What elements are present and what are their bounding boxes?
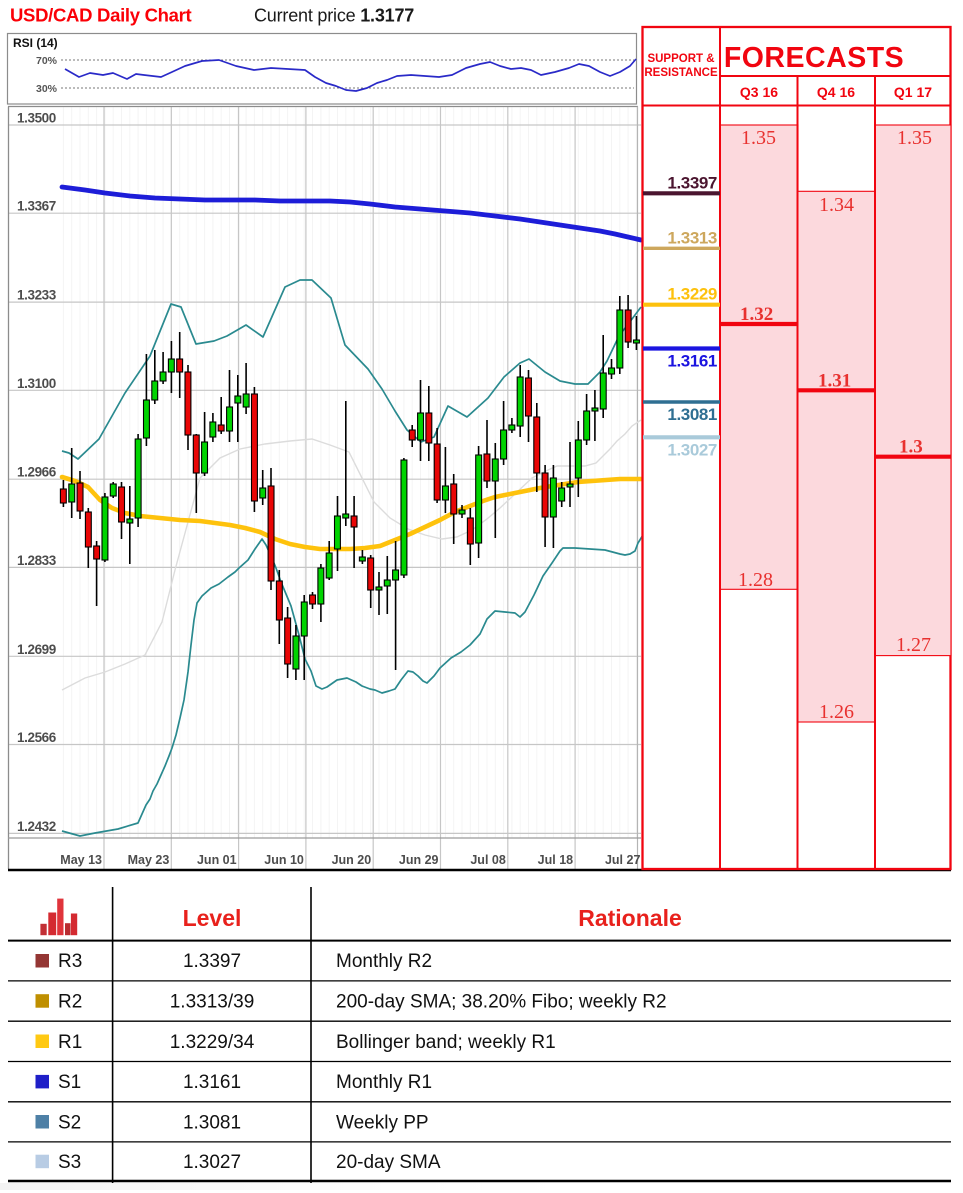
svg-text:Rationale: Rationale [578, 905, 682, 931]
svg-text:1.2833: 1.2833 [17, 553, 57, 568]
svg-text:1.26: 1.26 [819, 701, 854, 723]
svg-text:R2: R2 [58, 992, 82, 1013]
svg-text:Weekly PP: Weekly PP [336, 1112, 429, 1133]
svg-text:1.3233: 1.3233 [17, 288, 57, 303]
svg-text:1.27: 1.27 [896, 634, 931, 656]
svg-text:RSI (14): RSI (14) [13, 36, 58, 50]
svg-text:1.3229: 1.3229 [667, 285, 717, 304]
svg-text:1.3367: 1.3367 [17, 199, 56, 214]
svg-text:May 13: May 13 [60, 853, 102, 867]
svg-text:1.28: 1.28 [738, 569, 773, 591]
svg-text:1.3161: 1.3161 [667, 352, 717, 371]
svg-text:Q1 17: Q1 17 [894, 84, 932, 100]
svg-text:70%: 70% [36, 55, 58, 67]
svg-text:1.32: 1.32 [740, 304, 773, 325]
svg-text:1.3027: 1.3027 [183, 1152, 241, 1173]
svg-text:Bollinger band; weekly R1: Bollinger band; weekly R1 [336, 1032, 556, 1053]
svg-text:Q3 16: Q3 16 [740, 84, 778, 100]
svg-text:R3: R3 [58, 951, 82, 972]
svg-text:USD/CAD Daily Chart: USD/CAD Daily Chart [10, 5, 192, 26]
svg-text:S3: S3 [58, 1152, 81, 1173]
svg-text:Jul 27: Jul 27 [605, 853, 640, 867]
svg-text:30%: 30% [36, 83, 58, 95]
svg-text:Monthly R2: Monthly R2 [336, 951, 432, 972]
svg-text:1.2699: 1.2699 [17, 642, 56, 657]
svg-text:200-day SMA; 38.20% Fibo; week: 200-day SMA; 38.20% Fibo; weekly R2 [336, 992, 667, 1013]
svg-text:1.3313/39: 1.3313/39 [170, 992, 255, 1013]
svg-text:S1: S1 [58, 1072, 81, 1093]
svg-text:1.3027: 1.3027 [667, 440, 717, 459]
svg-text:1.3229/34: 1.3229/34 [170, 1032, 255, 1053]
svg-text:FORECASTS: FORECASTS [724, 42, 904, 74]
svg-text:1.2966: 1.2966 [17, 465, 57, 480]
svg-text:1.3500: 1.3500 [17, 111, 56, 126]
svg-text:1.3313: 1.3313 [667, 228, 717, 247]
svg-text:1.3161: 1.3161 [183, 1072, 241, 1093]
svg-text:May 23: May 23 [128, 853, 170, 867]
svg-text:1.3: 1.3 [899, 437, 923, 458]
svg-text:R1: R1 [58, 1032, 82, 1053]
svg-text:1.31: 1.31 [818, 371, 851, 392]
svg-text:1.3081: 1.3081 [667, 405, 717, 424]
svg-text:Current price 1.3177: Current price 1.3177 [254, 6, 414, 26]
svg-text:Jun 01: Jun 01 [197, 853, 237, 867]
svg-text:Monthly R1: Monthly R1 [336, 1072, 432, 1093]
svg-text:1.3100: 1.3100 [17, 376, 56, 391]
svg-text:1.35: 1.35 [897, 127, 932, 149]
svg-text:1.34: 1.34 [819, 194, 854, 216]
svg-text:1.35: 1.35 [741, 127, 776, 149]
svg-text:Jun 10: Jun 10 [264, 853, 304, 867]
svg-text:Q4 16: Q4 16 [817, 84, 855, 100]
svg-text:SUPPORT &: SUPPORT & [647, 53, 714, 65]
svg-text:1.2432: 1.2432 [17, 819, 56, 834]
svg-text:S2: S2 [58, 1112, 81, 1133]
svg-text:Jun 29: Jun 29 [399, 853, 439, 867]
svg-text:Jun 20: Jun 20 [332, 853, 372, 867]
svg-text:RESISTANCE: RESISTANCE [644, 67, 718, 79]
svg-text:1.3397: 1.3397 [667, 173, 717, 192]
svg-text:1.2566: 1.2566 [17, 730, 57, 745]
svg-text:20-day SMA: 20-day SMA [336, 1152, 441, 1173]
svg-text:Jul 18: Jul 18 [538, 853, 573, 867]
svg-text:Level: Level [183, 905, 242, 931]
svg-text:1.3397: 1.3397 [183, 951, 241, 972]
svg-text:1.3081: 1.3081 [183, 1112, 241, 1133]
svg-text:Jul 08: Jul 08 [470, 853, 505, 867]
